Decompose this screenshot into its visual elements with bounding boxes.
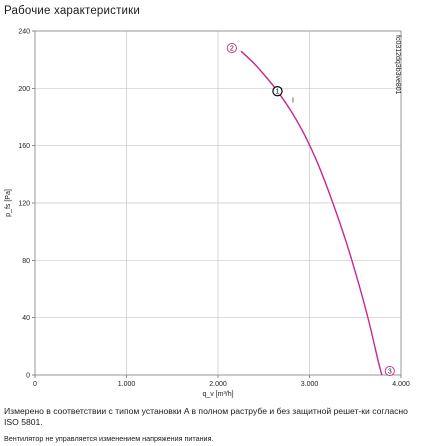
y-tick-label: 200: [18, 86, 30, 93]
marker-label: 2: [230, 45, 234, 52]
x-tick-label: 4.000: [392, 381, 410, 388]
chart-title: Рабочие характеристики: [4, 5, 141, 17]
x-axis-label: q_v [m³/h]: [202, 391, 233, 398]
y-axis-label: p_fs [Pa]: [5, 189, 12, 217]
control-note: Вентилятор не управляется изменением нап…: [4, 434, 214, 443]
operating-point-marker-3: 3: [384, 365, 395, 377]
y-tick-label: 80: [22, 258, 30, 265]
y-tick-label: 160: [18, 143, 30, 150]
x-tick-label: 0: [33, 381, 37, 388]
grid: [32, 30, 402, 378]
x-tick-label: 2.000: [209, 381, 227, 388]
marker-circle: [384, 365, 395, 377]
measurement-note: Измерено в соответствии с типом установк…: [4, 406, 408, 427]
y-tick-label: 240: [18, 29, 30, 36]
series-line-I: [240, 50, 383, 376]
x-tick-label: 1.000: [118, 381, 136, 388]
y-tick-label: 120: [18, 201, 30, 208]
curve-markers: 2 1 3: [226, 43, 395, 377]
curve-label: I: [292, 98, 294, 105]
marker-circle: [272, 85, 283, 97]
series-curves: I: [240, 50, 383, 376]
tick-labels: 0 40 80 120 160 200 240 0 1.000 2.000 3.000 4.000: [18, 29, 410, 389]
figure-code: fc0312dq3b3ve801: [394, 35, 401, 95]
marker-label: 1: [276, 89, 280, 96]
marker-circle: [226, 43, 237, 54]
operating-point-marker-2: 2: [226, 43, 237, 54]
x-tick-label: 3.000: [301, 381, 319, 388]
y-tick-label: 40: [22, 315, 30, 322]
y-tick-label: 0: [26, 373, 30, 380]
operating-point-marker-1: 1: [272, 85, 283, 97]
plot-frame: [34, 30, 402, 376]
marker-label: 3: [388, 368, 392, 375]
